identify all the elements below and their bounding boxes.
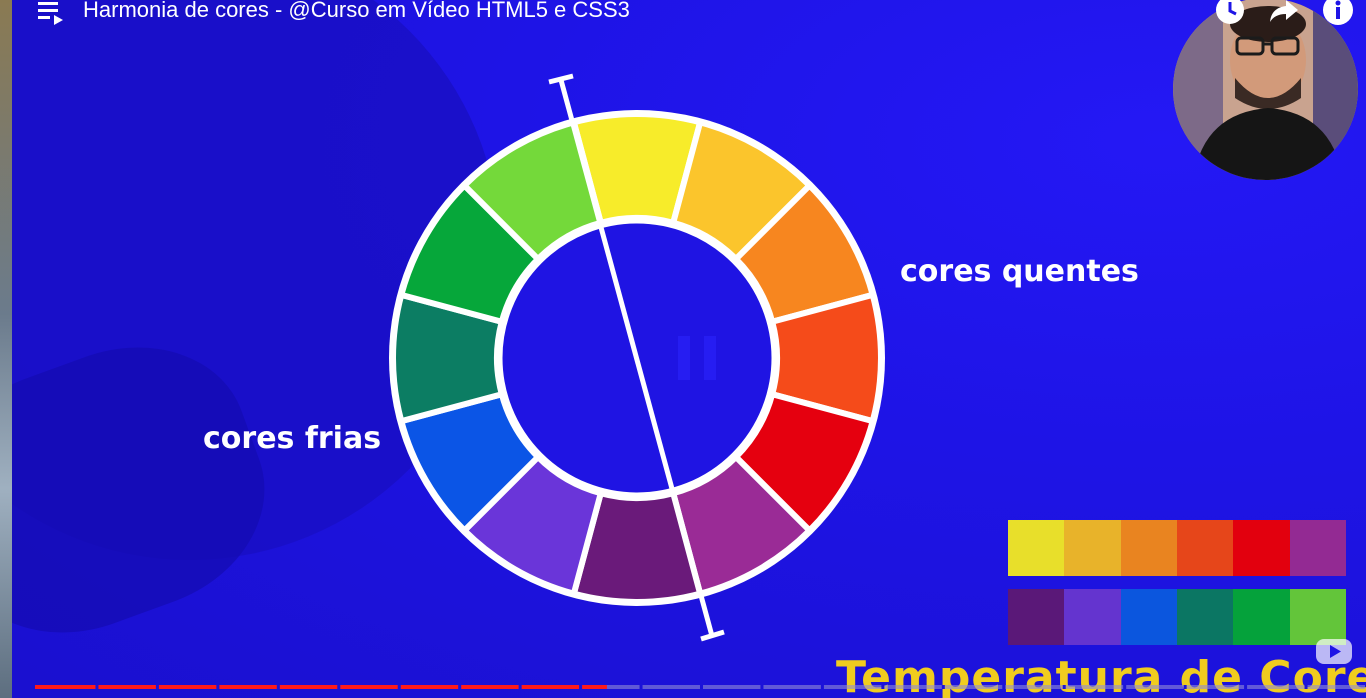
chapter-gap [276,685,280,689]
youtube-logo-icon[interactable] [1315,636,1353,666]
warm-swatch [1176,520,1234,576]
chapter-gap [397,685,401,689]
chapter-gap [941,685,945,689]
chapter-gap [1183,685,1187,689]
chapter-gap [337,685,341,689]
chapter-gap [820,685,824,689]
warm-swatch [1233,520,1290,576]
chapter-gap [579,685,583,689]
cold-swatch [1289,589,1346,645]
cold-swatch [1233,589,1290,645]
left-edge-strip [0,0,12,698]
cold-swatch [1120,589,1177,645]
chapter-gap [1244,685,1248,689]
warm-swatch [1289,520,1346,576]
chapter-gap [95,685,99,689]
cold-swatch [1064,589,1121,645]
chapter-gap [760,685,764,689]
clock-icon[interactable] [1214,0,1246,26]
cold-palette [1008,589,1346,645]
chapter-gap [1123,685,1127,689]
chapter-gap [1062,685,1066,689]
player-top-bar: Harmonia de cores - @Curso em Vídeo HTML… [0,0,1366,34]
cold-swatch [1008,589,1065,645]
divider-cap [700,629,725,642]
playback-progress-bar[interactable] [35,685,1365,689]
slide-title: Temperatura de Cores [836,652,1366,698]
cold-swatch [1176,589,1234,645]
chapter-gap [216,685,220,689]
info-icon[interactable] [1322,0,1354,26]
chapter-gap [518,685,522,689]
warm-swatch [1120,520,1177,576]
warm-palette [1008,520,1346,576]
chapter-gap [155,685,159,689]
chapter-gap [1002,685,1006,689]
progress-played[interactable] [35,685,607,689]
presenter-avatar [1173,0,1358,180]
pause-icon[interactable] [678,336,718,380]
chapter-gap [639,685,643,689]
video-title[interactable]: Harmonia de cores - @Curso em Vídeo HTML… [83,0,630,22]
label-cores-frias: cores frias [203,421,382,456]
chapter-gap [700,685,703,689]
share-icon[interactable] [1268,0,1300,26]
chapter-gap [881,685,885,689]
chapter-gap [1304,685,1308,689]
warm-swatch [1008,520,1065,576]
chapter-gap [458,685,462,689]
warm-swatch [1064,520,1121,576]
label-cores-quentes: cores quentes [900,254,1139,289]
divider-cap [548,73,574,85]
presenter-webcam [1173,0,1358,180]
playlist-queue-icon[interactable] [38,0,66,26]
warm-cold-divider [558,79,715,637]
